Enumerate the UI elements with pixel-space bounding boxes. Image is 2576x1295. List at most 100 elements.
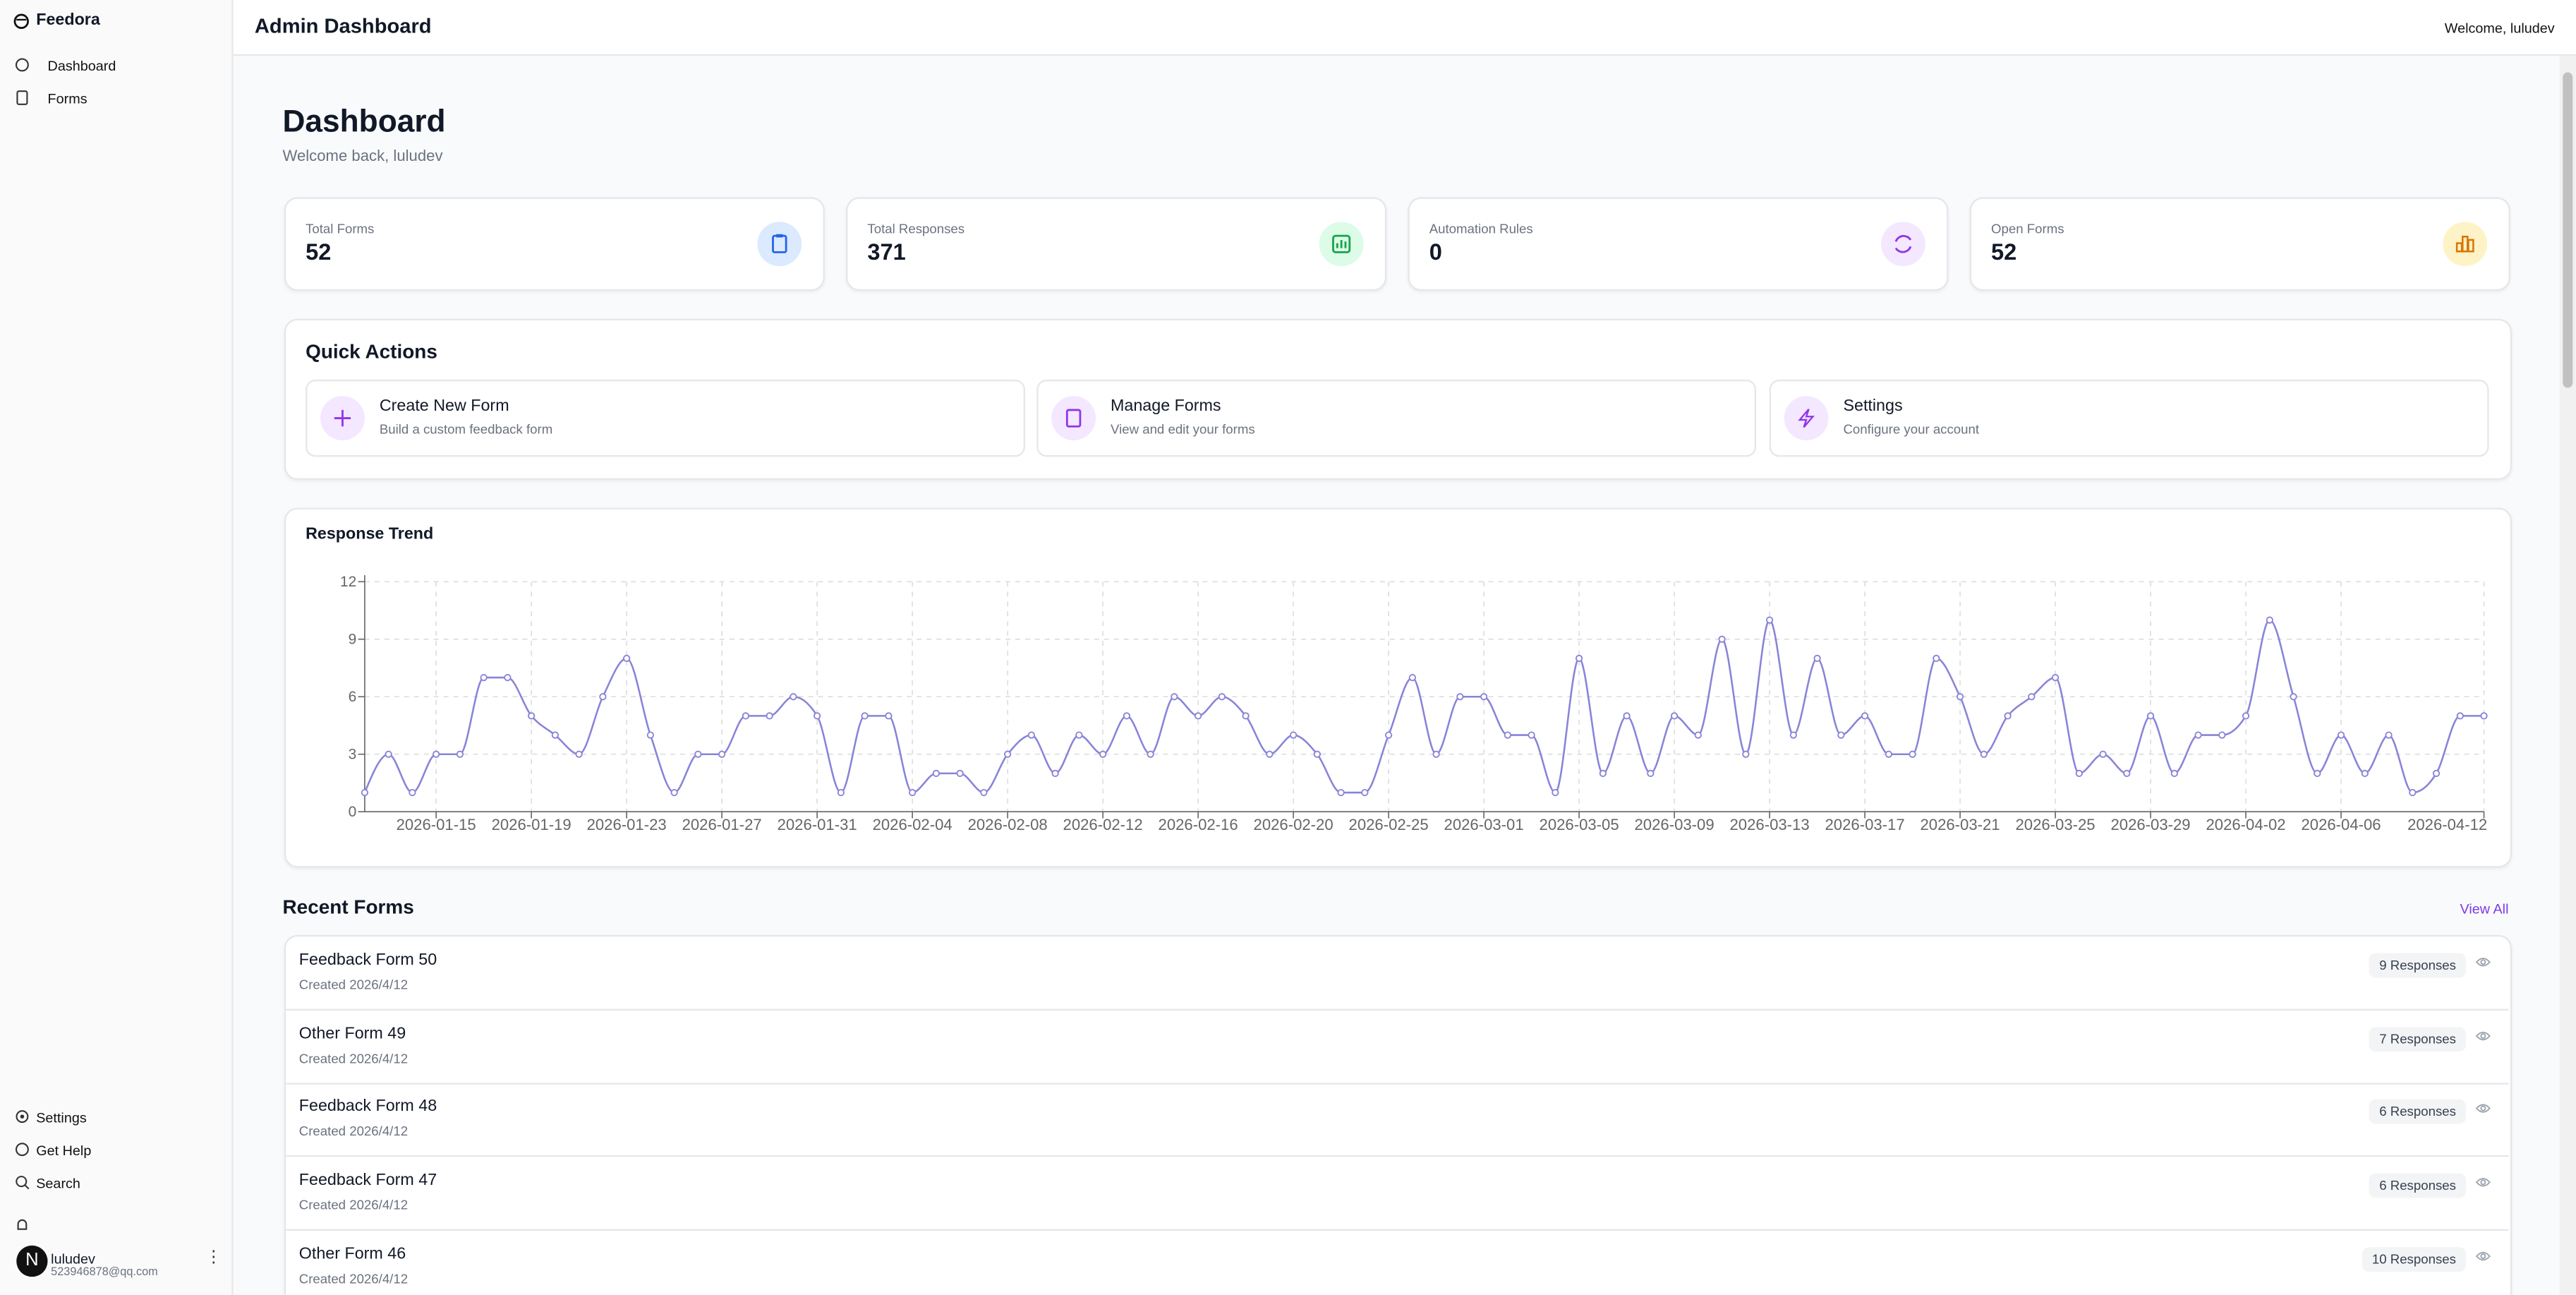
data-point — [623, 654, 631, 663]
data-point — [2314, 769, 2321, 778]
stat-value: 0 — [1429, 238, 1442, 265]
view-icon[interactable] — [2475, 1248, 2491, 1263]
form-row[interactable]: Feedback Form 47 Created 2026/4/12 6 Respo… — [284, 1157, 2509, 1231]
data-point — [1670, 712, 1679, 720]
x-tick-label: 2026-01-23 — [587, 816, 667, 833]
view-icon[interactable] — [2475, 1102, 2491, 1116]
data-point — [2123, 769, 2131, 778]
form-name[interactable]: Other Form 46 — [298, 1245, 406, 1264]
x-tick-label: 2026-02-12 — [1063, 816, 1143, 833]
form-row[interactable]: Other Form 46 Created 2026/4/12 10 Respons… — [284, 1230, 2509, 1294]
x-tick-label: 2026-02-16 — [1159, 816, 1238, 833]
x-tick-label: 2026-01-19 — [492, 816, 572, 833]
action-title[interactable]: Settings — [1843, 397, 1903, 416]
nav-item[interactable]: Dashboard — [47, 57, 116, 74]
data-point — [575, 750, 583, 758]
nav-icon — [16, 1110, 29, 1124]
data-point — [1266, 750, 1274, 758]
data-point — [2480, 712, 2488, 720]
header-welcome: Welcome, luludev — [2444, 19, 2555, 37]
x-tick-label: 2026-02-20 — [1254, 816, 1334, 833]
form-name[interactable]: Feedback Form 47 — [298, 1171, 437, 1190]
action-icon — [1051, 396, 1096, 441]
data-point — [1123, 712, 1130, 720]
data-point — [837, 788, 845, 797]
form-name[interactable]: Other Form 49 — [298, 1025, 406, 1043]
data-point — [1218, 693, 1226, 701]
data-point — [1718, 635, 1726, 643]
data-point — [1528, 731, 1535, 739]
data-point — [1980, 750, 1988, 758]
action-description: View and edit your forms — [1110, 422, 1255, 438]
data-point — [1194, 712, 1202, 720]
data-point — [599, 693, 607, 701]
brand[interactable]: Feedora — [36, 11, 100, 30]
quick-action[interactable] — [306, 379, 1025, 457]
nav-item[interactable]: Settings — [36, 1109, 87, 1126]
data-point — [1504, 731, 1511, 739]
view-icon[interactable] — [2475, 1028, 2491, 1043]
form-row[interactable]: Feedback Form 48 Created 2026/4/12 6 Respo… — [284, 1083, 2509, 1158]
data-point — [433, 750, 440, 758]
data-point — [2456, 712, 2464, 720]
form-row[interactable]: Other Form 49 Created 2026/4/12 7 Response… — [284, 1010, 2509, 1085]
stat-value: 52 — [1991, 238, 2017, 265]
action-title[interactable]: Manage Forms — [1110, 397, 1221, 416]
nav-icon — [16, 58, 29, 72]
data-point — [1456, 693, 1464, 701]
x-tick-label: 2026-01-31 — [778, 816, 857, 833]
form-name[interactable]: Feedback Form 50 — [298, 951, 437, 970]
view-icon[interactable] — [2475, 1175, 2491, 1190]
data-point — [2075, 769, 2083, 778]
view-all-link[interactable]: View All — [2460, 900, 2509, 917]
data-point — [1432, 750, 1440, 758]
page-subtitle: Welcome back, luludev — [282, 147, 443, 167]
data-point — [1647, 769, 1655, 778]
quick-action[interactable] — [1036, 379, 1757, 457]
data-point — [456, 750, 464, 758]
form-name[interactable]: Feedback Form 48 — [298, 1098, 437, 1116]
data-point — [1861, 712, 1869, 720]
stat-label: Open Forms — [1991, 222, 2064, 237]
stat-value: 371 — [867, 238, 906, 265]
action-icon — [320, 396, 365, 441]
y-tick-label: 0 — [349, 804, 357, 820]
dev-badge[interactable]: N — [16, 1245, 48, 1277]
nav-item[interactable]: Forms — [47, 90, 87, 107]
stat-label: Total Responses — [867, 222, 965, 237]
bell-icon[interactable] — [15, 1217, 30, 1232]
view-icon[interactable] — [2475, 955, 2491, 970]
data-point — [1337, 788, 1345, 797]
data-point — [1003, 750, 1012, 758]
data-point — [361, 788, 369, 797]
quick-action[interactable] — [1769, 379, 2489, 457]
data-point — [1575, 654, 1583, 663]
nav-item[interactable]: Search — [36, 1174, 80, 1192]
data-point — [2146, 712, 2155, 720]
data-point — [1075, 731, 1083, 739]
series-line — [363, 619, 2484, 794]
section-title: Quick Actions — [306, 339, 437, 363]
x-tick-label: 2026-02-08 — [968, 816, 1048, 833]
x-tick-label: 2026-04-02 — [2206, 816, 2285, 833]
data-point — [718, 750, 726, 758]
form-created: Created 2026/4/12 — [298, 1271, 409, 1287]
scrollbar-thumb[interactable] — [2563, 72, 2573, 388]
data-point — [790, 693, 797, 701]
data-point — [1480, 693, 1488, 701]
user-name: luludev — [51, 1250, 95, 1267]
recent-forms-list — [284, 934, 2512, 1295]
form-created: Created 2026/4/12 — [298, 977, 409, 993]
nav-item[interactable]: Get Help — [36, 1142, 92, 1159]
nav-icon — [16, 90, 28, 105]
data-point — [1147, 750, 1154, 758]
data-point — [1813, 654, 1821, 663]
form-row[interactable]: Feedback Form 50 Created 2026/4/12 9 Respo… — [284, 936, 2509, 1011]
data-point — [766, 712, 773, 720]
data-point — [2004, 712, 2012, 720]
response-badge: 7 Responses — [2369, 1026, 2466, 1052]
y-tick-label: 6 — [349, 689, 357, 705]
action-title[interactable]: Create New Form — [379, 397, 509, 416]
